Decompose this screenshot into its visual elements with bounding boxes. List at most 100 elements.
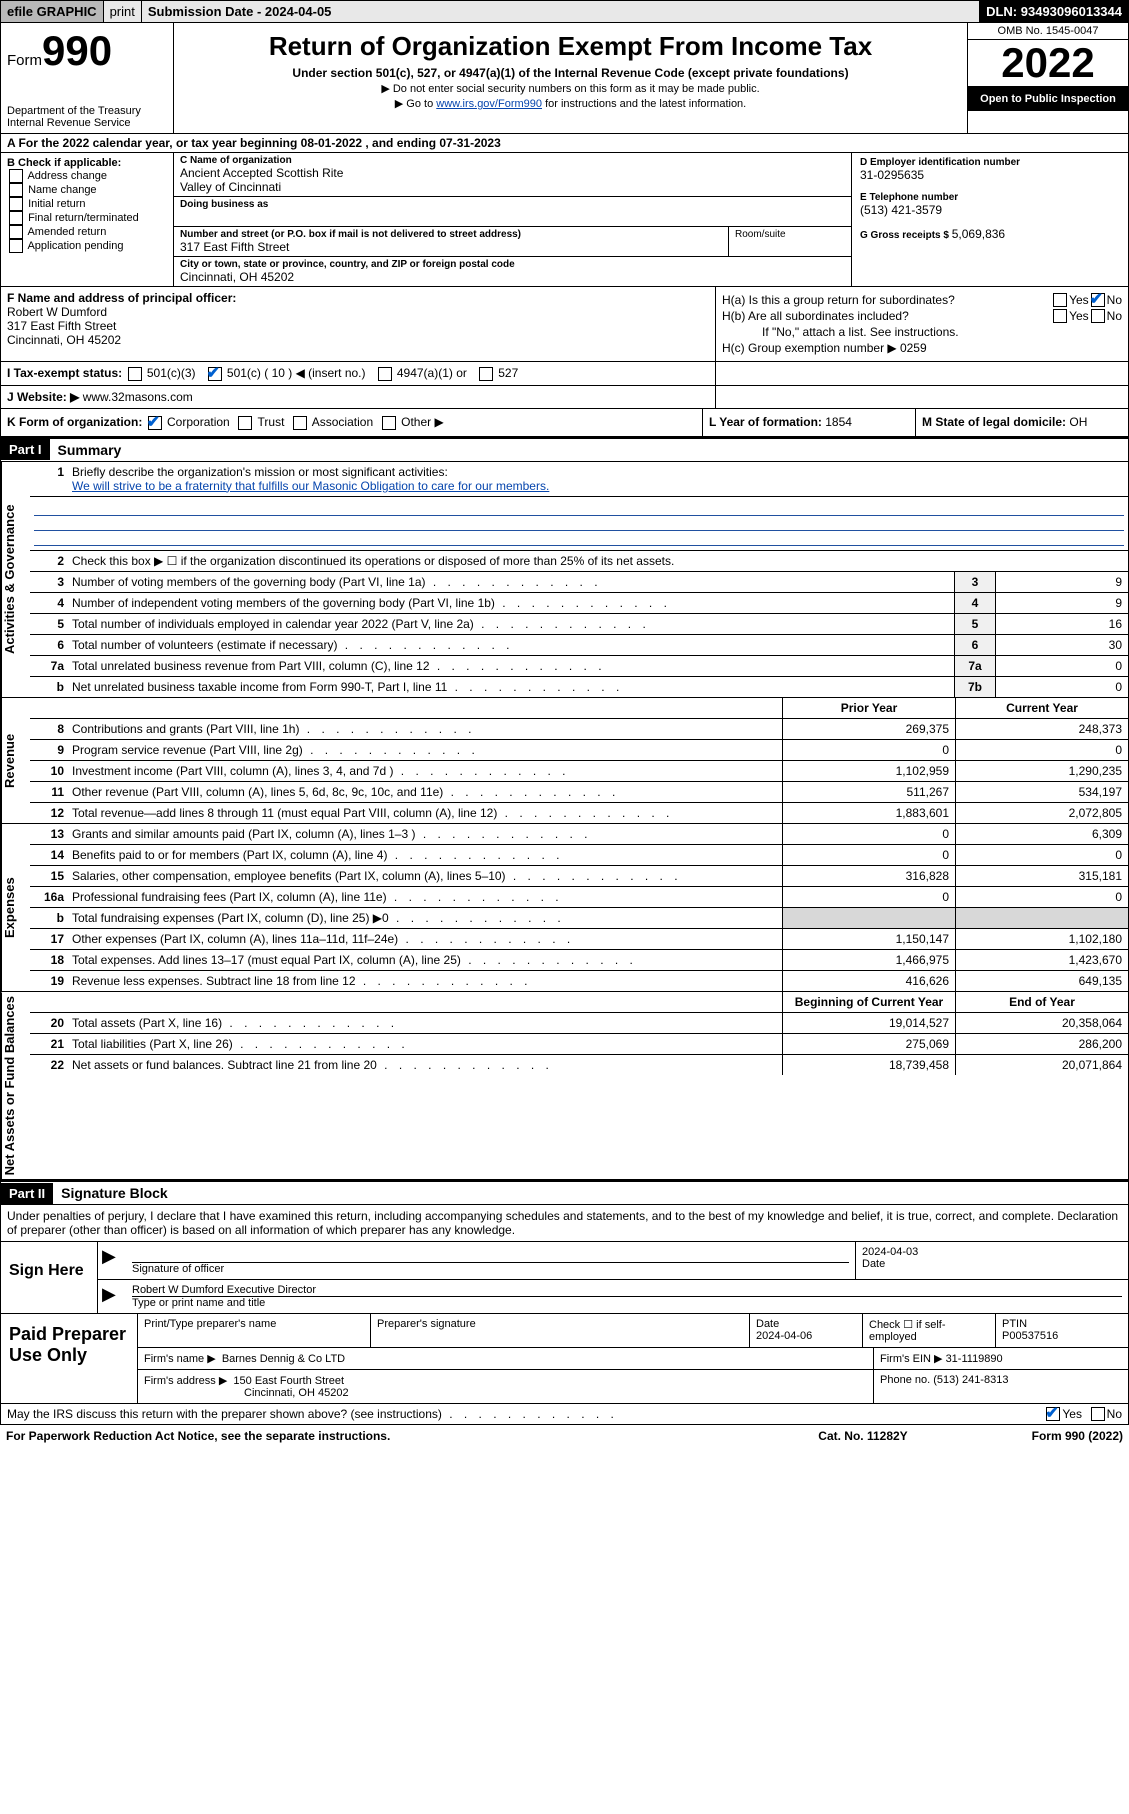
chk-discuss-no[interactable] — [1091, 1407, 1105, 1421]
org-address: 317 East Fifth Street — [180, 240, 722, 254]
chk-initial-return[interactable] — [9, 197, 23, 211]
note-ssn: ▶ Do not enter social security numbers o… — [180, 82, 961, 95]
summary-row: bNet unrelated business taxable income f… — [30, 677, 1128, 697]
chk-amended-return[interactable] — [9, 225, 23, 239]
block-fh: F Name and address of principal officer:… — [0, 287, 1129, 362]
summary-row: 15Salaries, other compensation, employee… — [30, 866, 1128, 887]
sign-date: 2024-04-03 — [862, 1246, 1122, 1258]
ein: 31-0295635 — [860, 168, 1120, 182]
note-website: ▶ Go to www.irs.gov/Form990 for instruct… — [180, 97, 961, 110]
header-right: OMB No. 1545-0047 2022 Open to Public In… — [967, 23, 1128, 133]
chk-501c[interactable] — [208, 367, 222, 381]
top-bar: efile GRAPHIC print Submission Date - 20… — [0, 0, 1129, 23]
summary-row: bTotal fundraising expenses (Part IX, co… — [30, 908, 1128, 929]
summary-row: 11Other revenue (Part VIII, column (A), … — [30, 782, 1128, 803]
gross-receipts: 5,069,836 — [952, 227, 1005, 241]
col-h-group: H(a) Is this a group return for subordin… — [716, 287, 1128, 361]
summary-row: 13Grants and similar amounts paid (Part … — [30, 824, 1128, 845]
summary-row: 9Program service revenue (Part VIII, lin… — [30, 740, 1128, 761]
firm-addr2: Cincinnati, OH 45202 — [144, 1387, 349, 1399]
paid-preparer-block: Paid Preparer Use Only Print/Type prepar… — [0, 1314, 1129, 1404]
sidelabel-ag: Activities & Governance — [1, 462, 30, 697]
chk-4947[interactable] — [378, 367, 392, 381]
chk-other[interactable] — [382, 416, 396, 430]
header-center: Return of Organization Exempt From Incom… — [174, 23, 967, 133]
row-i-tax-status: I Tax-exempt status: 501(c)(3) 501(c) ( … — [0, 362, 1129, 386]
summary-row: 21Total liabilities (Part X, line 26)275… — [30, 1034, 1128, 1055]
form-title: Return of Organization Exempt From Incom… — [180, 31, 961, 62]
form-subtitle: Under section 501(c), 527, or 4947(a)(1)… — [180, 66, 961, 80]
website-url: www.32masons.com — [83, 390, 193, 404]
chk-527[interactable] — [479, 367, 493, 381]
tax-year: 2022 — [968, 40, 1128, 87]
col-f-officer: F Name and address of principal officer:… — [1, 287, 716, 361]
col-c-org-info: C Name of organization Ancient Accepted … — [174, 153, 852, 286]
group-exemption: H(c) Group exemption number ▶ 0259 — [722, 341, 1122, 355]
officer-name: Robert W Dumford — [7, 305, 709, 319]
firm-name: Barnes Dennig & Co LTD — [222, 1353, 345, 1365]
form-header: Form990 Department of the Treasury Inter… — [0, 23, 1129, 134]
chk-corp[interactable] — [148, 416, 162, 430]
header-left: Form990 Department of the Treasury Inter… — [1, 23, 174, 133]
year-formation: 1854 — [825, 415, 852, 429]
section-net-assets: Net Assets or Fund Balances Beginning of… — [0, 992, 1129, 1180]
part-1-header: Part I Summary — [0, 437, 1129, 462]
firm-addr1: 150 East Fourth Street — [233, 1375, 344, 1387]
block-bcd: B Check if applicable: Address change Na… — [0, 153, 1129, 287]
domicile-state: OH — [1069, 415, 1087, 429]
form-ref: Form 990 (2022) — [963, 1429, 1123, 1443]
chk-address-change[interactable] — [9, 169, 23, 183]
chk-hb-yes[interactable] — [1053, 309, 1067, 323]
dept-treasury: Department of the Treasury — [7, 105, 167, 117]
sidelabel-netassets: Net Assets or Fund Balances — [1, 992, 30, 1179]
chk-assoc[interactable] — [293, 416, 307, 430]
chk-app-pending[interactable] — [9, 239, 23, 253]
org-name-1: Ancient Accepted Scottish Rite — [180, 166, 845, 180]
row-j-website: J Website: ▶ www.32masons.com — [0, 386, 1129, 409]
cat-no: Cat. No. 11282Y — [763, 1429, 963, 1443]
signature-declaration: Under penalties of perjury, I declare th… — [0, 1205, 1129, 1242]
submission-date: Submission Date - 2024-04-05 — [142, 1, 980, 22]
sidelabel-revenue: Revenue — [1, 698, 30, 823]
chk-501c3[interactable] — [128, 367, 142, 381]
paperwork-footer: For Paperwork Reduction Act Notice, see … — [0, 1425, 1129, 1447]
org-city: Cincinnati, OH 45202 — [180, 270, 845, 284]
summary-row: 12Total revenue—add lines 8 through 11 (… — [30, 803, 1128, 823]
section-activities-governance: Activities & Governance 1 Briefly descri… — [0, 462, 1129, 698]
section-revenue: Revenue Prior Year Current Year 8Contrib… — [0, 698, 1129, 824]
omb-number: OMB No. 1545-0047 — [968, 23, 1128, 40]
summary-row: 4Number of independent voting members of… — [30, 593, 1128, 614]
chk-discuss-yes[interactable] — [1046, 1407, 1060, 1421]
row-klm: K Form of organization: Corporation Trus… — [0, 409, 1129, 437]
summary-row: 5Total number of individuals employed in… — [30, 614, 1128, 635]
public-inspection: Open to Public Inspection — [968, 87, 1128, 111]
efile-label: efile GRAPHIC — [1, 1, 104, 22]
summary-row: 3Number of voting members of the governi… — [30, 572, 1128, 593]
officer-addr2: Cincinnati, OH 45202 — [7, 333, 709, 347]
chk-trust[interactable] — [238, 416, 252, 430]
firm-phone: (513) 241-8313 — [933, 1374, 1008, 1386]
irs-discuss-row: May the IRS discuss this return with the… — [0, 1404, 1129, 1425]
chk-name-change[interactable] — [9, 183, 23, 197]
officer-name-title: Robert W Dumford Executive Director — [132, 1284, 1122, 1297]
preparer-date: 2024-04-06 — [756, 1330, 856, 1342]
chk-ha-yes[interactable] — [1053, 293, 1067, 307]
chk-hb-no[interactable] — [1091, 309, 1105, 323]
summary-row: 8Contributions and grants (Part VIII, li… — [30, 719, 1128, 740]
telephone: (513) 421-3579 — [860, 203, 1120, 217]
summary-row: 18Total expenses. Add lines 13–17 (must … — [30, 950, 1128, 971]
irs-link[interactable]: www.irs.gov/Form990 — [436, 98, 542, 110]
summary-row: 7aTotal unrelated business revenue from … — [30, 656, 1128, 677]
ptin: P00537516 — [1002, 1330, 1122, 1342]
chk-final-return[interactable] — [9, 211, 23, 225]
firm-ein: 31-1119890 — [946, 1353, 1003, 1365]
irs-label: Internal Revenue Service — [7, 117, 167, 129]
row-a-tax-year: A For the 2022 calendar year, or tax yea… — [0, 134, 1129, 153]
chk-ha-no[interactable] — [1091, 293, 1105, 307]
print-button[interactable]: print — [104, 1, 142, 22]
sidelabel-expenses: Expenses — [1, 824, 30, 991]
arrow-icon: ▶ — [98, 1242, 126, 1279]
section-expenses: Expenses 13Grants and similar amounts pa… — [0, 824, 1129, 992]
part-2-header: Part II Signature Block — [0, 1180, 1129, 1205]
summary-row: 16aProfessional fundraising fees (Part I… — [30, 887, 1128, 908]
